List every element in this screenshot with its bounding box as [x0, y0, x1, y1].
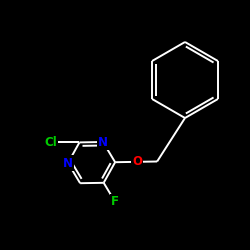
Text: N: N: [98, 136, 108, 148]
Text: N: N: [63, 156, 73, 170]
Text: O: O: [132, 155, 142, 168]
Text: Cl: Cl: [44, 136, 57, 149]
Text: F: F: [111, 195, 119, 208]
